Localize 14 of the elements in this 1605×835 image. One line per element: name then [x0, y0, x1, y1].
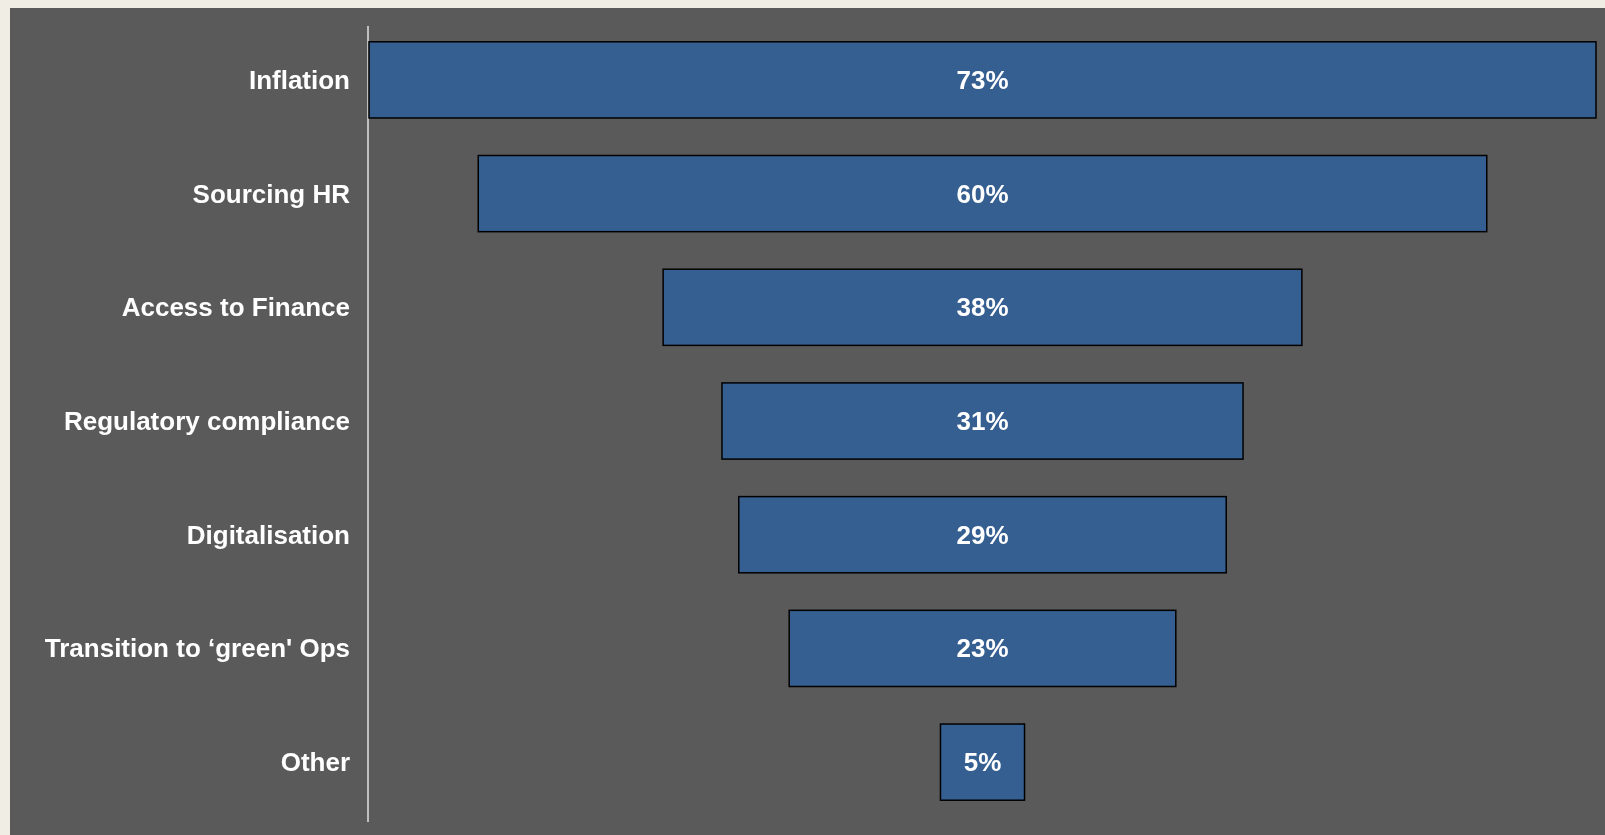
data-label: 5%: [963, 747, 1002, 778]
category-label: Access to Finance: [121, 292, 350, 323]
data-label: 73%: [956, 64, 1009, 95]
data-label: 60%: [956, 178, 1009, 209]
data-label: 38%: [956, 292, 1009, 323]
category-label: Sourcing HR: [192, 178, 351, 209]
category-label: Transition to ‘green' Ops: [44, 633, 350, 664]
category-label: Other: [280, 747, 350, 778]
category-label: Digitalisation: [186, 519, 350, 550]
category-label: Inflation: [248, 64, 350, 95]
data-label: 29%: [956, 519, 1009, 550]
data-label: 23%: [956, 633, 1009, 664]
category-label: Regulatory compliance: [63, 406, 350, 436]
data-label: 31%: [956, 406, 1009, 436]
